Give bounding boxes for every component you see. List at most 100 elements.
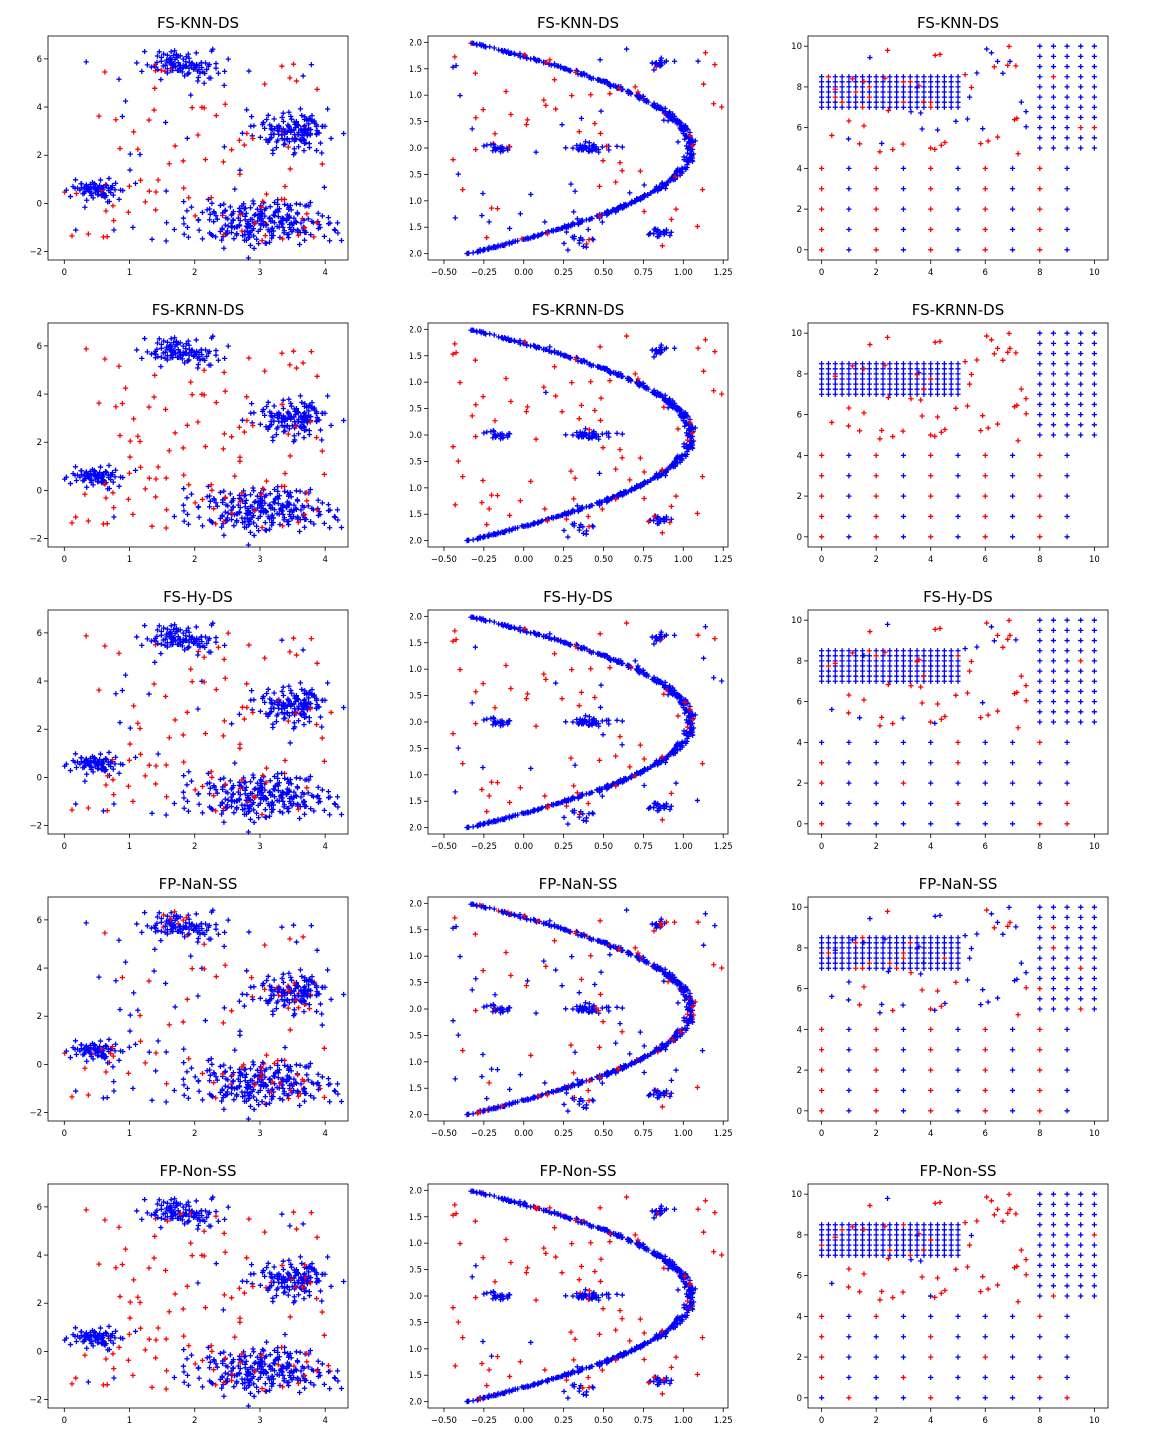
plus-marker — [982, 247, 988, 253]
x-tick-label: 0.25 — [554, 268, 573, 278]
plus-marker — [650, 188, 656, 194]
plus-marker — [137, 464, 144, 470]
plus-marker — [900, 206, 907, 212]
plus-marker — [907, 79, 913, 85]
plus-marker — [301, 524, 308, 530]
plus-marker — [914, 79, 920, 85]
plus-marker — [265, 713, 271, 719]
plus-marker — [222, 509, 228, 515]
plus-marker — [153, 763, 159, 769]
plus-marker — [474, 41, 480, 47]
plus-marker — [934, 366, 941, 372]
plus-marker — [97, 469, 103, 476]
plus-marker — [1013, 63, 1019, 69]
plus-marker — [466, 537, 472, 543]
plus-marker — [1050, 145, 1057, 151]
plus-marker — [206, 635, 212, 642]
plus-marker — [914, 74, 920, 80]
plus-marker — [1091, 43, 1097, 49]
plus-marker — [452, 341, 458, 347]
plus-marker — [248, 688, 255, 694]
plus-marker — [267, 778, 273, 784]
plus-marker — [1037, 513, 1043, 520]
plus-marker — [281, 517, 287, 523]
plus-marker — [559, 799, 565, 805]
plus-marker — [687, 132, 693, 138]
plus-marker — [533, 149, 539, 155]
plus-marker — [682, 412, 688, 418]
plus-marker — [600, 445, 606, 451]
plus-marker — [532, 630, 538, 636]
y-tick-label: 2.0 — [410, 38, 422, 48]
plus-marker — [651, 354, 657, 360]
plus-marker — [142, 48, 148, 55]
plus-marker — [158, 58, 164, 64]
plus-marker — [574, 716, 580, 723]
plus-marker — [152, 372, 158, 378]
plus-marker — [508, 398, 514, 405]
plus-marker — [282, 775, 288, 782]
plus-marker — [279, 196, 285, 203]
plus-marker — [221, 718, 227, 724]
plus-marker — [632, 773, 638, 779]
plus-marker — [244, 681, 250, 687]
plus-marker — [955, 386, 961, 392]
plus-marker — [846, 473, 852, 479]
plus-marker — [955, 247, 961, 253]
plus-marker — [69, 807, 75, 813]
plus-marker — [69, 520, 75, 526]
plus-marker — [96, 687, 102, 693]
plus-marker — [1037, 340, 1043, 346]
plus-marker — [625, 90, 631, 96]
plus-marker — [604, 717, 610, 724]
plus-marker — [499, 47, 505, 54]
plus-marker — [660, 515, 667, 521]
plus-marker — [908, 109, 914, 115]
plus-marker — [313, 410, 319, 417]
y-tick-label: 0.0 — [410, 431, 422, 441]
plus-marker — [284, 232, 290, 238]
plus-marker — [832, 361, 838, 367]
plus-marker — [263, 779, 269, 785]
x-tick-label: 3 — [257, 842, 262, 852]
plus-marker — [839, 361, 845, 367]
plus-marker — [291, 127, 297, 133]
plus-marker — [853, 104, 859, 110]
plus-marker — [108, 189, 114, 196]
plus-marker — [1009, 473, 1016, 479]
plus-marker — [222, 796, 228, 802]
plus-marker — [839, 84, 845, 90]
y-tick-label: 4 — [37, 103, 42, 113]
plus-marker — [282, 488, 288, 495]
plus-marker — [181, 185, 187, 191]
plus-marker — [186, 346, 192, 353]
plus-marker — [1037, 432, 1043, 438]
plus-marker — [839, 366, 845, 372]
plus-marker — [503, 88, 509, 95]
plus-marker — [315, 497, 321, 503]
plus-marker — [613, 83, 619, 89]
plus-marker — [193, 50, 199, 56]
plus-marker — [894, 361, 900, 367]
plus-marker — [210, 620, 216, 626]
y-tick-label: 2 — [37, 725, 42, 735]
plus-marker — [650, 762, 656, 768]
x-tick-label: 8 — [1037, 555, 1042, 565]
plus-marker — [327, 238, 333, 244]
panel-title: FS-KRNN-DS — [912, 301, 1004, 319]
plus-marker — [677, 167, 683, 174]
plus-marker — [181, 486, 187, 492]
y-tick-label: 0 — [797, 533, 802, 543]
plus-marker — [304, 133, 310, 139]
plus-marker — [162, 119, 169, 126]
plus-marker — [275, 783, 281, 789]
plus-marker — [488, 715, 494, 722]
plus-marker — [164, 52, 171, 58]
plus-marker — [263, 223, 269, 229]
plus-marker — [295, 519, 301, 525]
y-tick-label: 4 — [797, 164, 802, 174]
plus-marker — [608, 496, 614, 502]
plus-marker — [900, 473, 907, 479]
plus-marker — [111, 801, 117, 807]
